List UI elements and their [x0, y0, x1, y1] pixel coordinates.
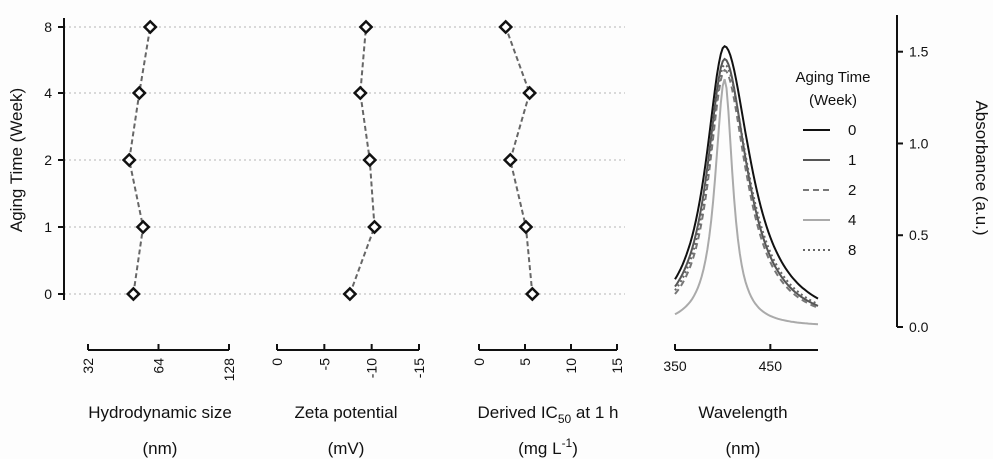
derived-ic50-point-week-2: [502, 152, 518, 168]
legend-title-line1: Aging Time: [795, 69, 870, 86]
derived-ic50-point-week-4: [522, 85, 538, 101]
derived-ic50-point-week-0: [524, 286, 540, 302]
absorbance-curve-week-4: [674, 78, 819, 326]
aging-time-tick-label-1: 1: [44, 219, 52, 235]
hydrodynamic-size-point-week-1: [135, 219, 151, 235]
hydrodynamic-size-point-week-8: [142, 19, 158, 35]
absorbance-tick-label-0: 0.0: [909, 319, 929, 335]
aging-time-axis-label: Aging Time (Week): [7, 88, 26, 232]
legend-label-week-8: 8: [848, 242, 856, 259]
derived-ic50-unit-main: (mg L: [518, 439, 561, 458]
zeta-potential-tick-label-1: -5: [316, 358, 332, 371]
zeta-potential-point-week-1: [367, 219, 382, 235]
derived-ic50-tick-label-0: 0: [471, 358, 487, 366]
zeta-potential-point-week-4: [352, 85, 368, 101]
hydrodynamic-size-point-week-0: [125, 286, 141, 302]
zeta-potential-tick-label-3: -15: [411, 358, 427, 378]
aging-time-tick-label-4: 4: [44, 85, 52, 101]
zeta-potential-point-week-8: [358, 19, 374, 35]
legend-label-week-0: 0: [848, 122, 856, 139]
absorbance-curve-week-0: [674, 44, 819, 300]
hydrodynamic-size-tick-label-0: 32: [80, 358, 96, 374]
derived-ic50-label-tail: at 1 h: [571, 403, 618, 422]
legend-label-week-4: 4: [848, 212, 856, 229]
absorbance-tick-label-1: 0.5: [909, 227, 929, 243]
wavelength-unit: (nm): [726, 439, 761, 458]
aging-time-tick-label-2: 2: [44, 152, 52, 168]
hydrodynamic-size-point-week-4: [131, 85, 147, 101]
derived-ic50-tick-label-1: 5: [517, 358, 533, 366]
derived-ic50-unit: (mg L-1): [518, 436, 578, 458]
hydrodynamic-size-panel: 32 64 128: [80, 19, 237, 382]
hydrodynamic-size-point-week-2: [121, 152, 137, 168]
absorbance-tick-label-2: 1.0: [909, 135, 929, 151]
category-gridlines: [64, 26, 625, 295]
hydrodynamic-size-tick-label-1: 64: [151, 358, 167, 374]
derived-ic50-unit-sup: -1: [562, 436, 573, 450]
absorbance-tick-label-3: 1.5: [909, 44, 929, 60]
zeta-potential-tick-label-0: 0: [269, 358, 285, 366]
hydrodynamic-size-unit: (nm): [143, 439, 178, 458]
derived-ic50-panel: 0 5 10 15: [471, 19, 625, 374]
legend-label-week-1: 1: [848, 152, 856, 169]
legend-items: 0 1 2 4 8: [803, 122, 856, 259]
derived-ic50-label-sub: 50: [558, 412, 572, 426]
absorbance-panel: 350 450 0.0 0.5 1.0 1.5: [663, 15, 929, 374]
legend-title-line2: (Week): [809, 92, 857, 109]
wavelength-label: Wavelength: [698, 403, 787, 422]
derived-ic50-label: Derived IC50 at 1 h: [478, 403, 619, 426]
wavelength-tick-label-1: 450: [759, 358, 783, 374]
derived-ic50-unit-tail: ): [572, 439, 578, 458]
zeta-potential-tick-label-2: -10: [364, 358, 380, 378]
aging-time-tick-label-8: 8: [44, 19, 52, 35]
aging-time-axis: 0 1 2 4 8: [44, 18, 65, 302]
legend-label-week-2: 2: [848, 182, 856, 199]
derived-ic50-point-week-8: [498, 19, 514, 35]
derived-ic50-label-main: Derived IC: [478, 403, 558, 422]
derived-ic50-point-week-1: [518, 219, 534, 235]
aging-time-tick-label-0: 0: [44, 286, 52, 302]
absorbance-curve-week-1: [674, 57, 819, 307]
zeta-potential-point-week-2: [362, 152, 378, 168]
absorbance-curve-week-8: [674, 63, 819, 306]
wavelength-tick-label-0: 350: [663, 358, 687, 374]
derived-ic50-tick-label-3: 15: [609, 358, 625, 374]
legend: Aging Time (Week) 0 1 2 4 8: [795, 69, 870, 259]
zeta-potential-label: Zeta potential: [294, 403, 397, 422]
absorbance-axis-label: Absorbance (a.u.): [972, 100, 991, 235]
zeta-potential-unit: (mV): [328, 439, 365, 458]
zeta-potential-panel: 0 -5 -10 -15: [269, 19, 427, 378]
zeta-potential-point-week-0: [342, 286, 358, 302]
hydrodynamic-size-label: Hydrodynamic size: [88, 403, 232, 422]
absorbance-curve-week-2: [674, 68, 819, 309]
hydrodynamic-size-tick-label-2: 128: [221, 358, 237, 382]
derived-ic50-tick-label-2: 10: [563, 358, 579, 374]
